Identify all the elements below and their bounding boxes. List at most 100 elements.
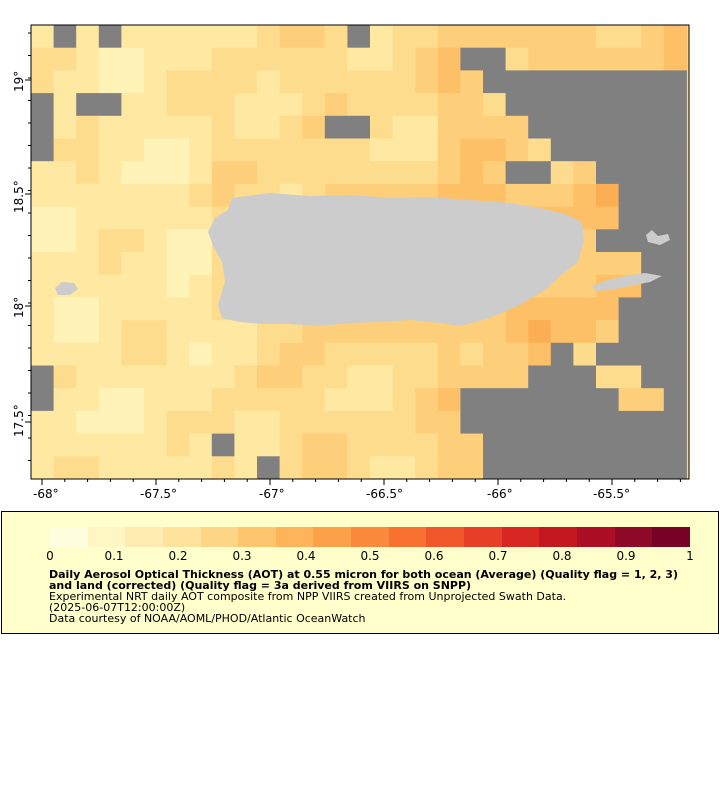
aot-cell (505, 365, 529, 389)
aot-cell (573, 183, 597, 208)
aot-cell (144, 70, 168, 94)
aot-cell (166, 274, 190, 298)
aot-cell (596, 388, 620, 412)
aot-cell (663, 206, 687, 230)
aot-cell (144, 25, 168, 49)
aot-cell (483, 115, 507, 139)
aot-cell (189, 70, 213, 94)
aot-cell (121, 320, 145, 344)
aot-cell (211, 161, 235, 185)
aot-cell (663, 47, 687, 71)
aot-cell (550, 93, 574, 117)
aot-cell (121, 25, 145, 49)
aot-cell (550, 365, 574, 389)
aot-cell (98, 115, 122, 139)
aot-cell (618, 456, 642, 480)
aot-cell (618, 229, 642, 253)
aot-cell (53, 183, 77, 208)
aot-cell (121, 365, 145, 389)
aot-cell (257, 138, 281, 162)
aot-cell (437, 433, 461, 457)
aot-cell (121, 410, 145, 435)
aot-cell (53, 25, 77, 49)
aot-cell (302, 25, 326, 49)
aot-cell (528, 47, 552, 71)
aot-cell (415, 25, 439, 49)
aot-cell (144, 115, 168, 139)
aot-cell (324, 93, 348, 117)
aot-cell (76, 206, 100, 230)
aot-cell (415, 70, 439, 94)
aot-cell (460, 456, 484, 480)
aot-cell (234, 161, 258, 185)
aot-cell (257, 410, 281, 435)
colorbar-tick-label: 0.7 (488, 549, 508, 563)
aot-cell (31, 115, 55, 139)
aot-cell (663, 365, 687, 389)
aot-cell (166, 320, 190, 344)
aot-cell (528, 138, 552, 162)
aot-cell (483, 138, 507, 162)
aot-cell (347, 456, 371, 480)
aot-cell (392, 342, 416, 366)
aot-cell (257, 161, 281, 185)
map-frame (30, 24, 690, 480)
aot-cell (663, 25, 687, 49)
aot-cell (234, 342, 258, 366)
aot-cell (144, 410, 168, 435)
aot-cell (76, 183, 100, 208)
aot-cell (211, 433, 235, 457)
aot-cell (211, 410, 235, 435)
aot-cell (302, 115, 326, 139)
aot-cell (98, 365, 122, 389)
aot-cell (641, 365, 665, 389)
aot-cell (189, 388, 213, 412)
aot-cell (324, 342, 348, 366)
aot-cell (347, 47, 371, 71)
aot-cell (166, 25, 190, 49)
colorbar-step (162, 527, 201, 547)
aot-cell (505, 410, 529, 435)
aot-cell (189, 433, 213, 457)
aot-cell (166, 70, 190, 94)
aot-cell (505, 70, 529, 94)
aot-cell (528, 183, 552, 208)
aot-cell (302, 342, 326, 366)
puerto-rico-land (55, 193, 670, 326)
aot-cell (144, 388, 168, 412)
aot-cell (234, 93, 258, 117)
aot-cell (392, 70, 416, 94)
aot-cell (98, 433, 122, 457)
aot-cell (144, 47, 168, 71)
aot-cell (392, 138, 416, 162)
aot-cell (392, 93, 416, 117)
aot-cell (573, 365, 597, 389)
aot-cell (324, 138, 348, 162)
aot-cell (347, 410, 371, 435)
aot-cell (505, 25, 529, 49)
aot-cell (663, 183, 687, 208)
aot-cell (483, 183, 507, 208)
aot-cell (144, 433, 168, 457)
aot-cell (53, 342, 77, 366)
aot-cell (211, 25, 235, 49)
aot-cell (211, 70, 235, 94)
aot-cell (392, 433, 416, 457)
aot-cell (596, 138, 620, 162)
aot-cell (550, 456, 574, 480)
aot-cell (121, 433, 145, 457)
aot-cell (53, 456, 77, 480)
aot-cell (76, 274, 100, 298)
aot-cell (31, 388, 55, 412)
aot-cell (370, 25, 394, 49)
aot-cell (618, 138, 642, 162)
colorbar-tick-label: 0.1 (104, 549, 124, 563)
aot-cell (483, 161, 507, 185)
aot-cell (257, 70, 281, 94)
aot-cell (121, 229, 145, 253)
aot-cell (437, 365, 461, 389)
aot-cell (618, 320, 642, 344)
aot-cell (437, 93, 461, 117)
aot-cell (641, 161, 665, 185)
aot-cell (144, 93, 168, 117)
